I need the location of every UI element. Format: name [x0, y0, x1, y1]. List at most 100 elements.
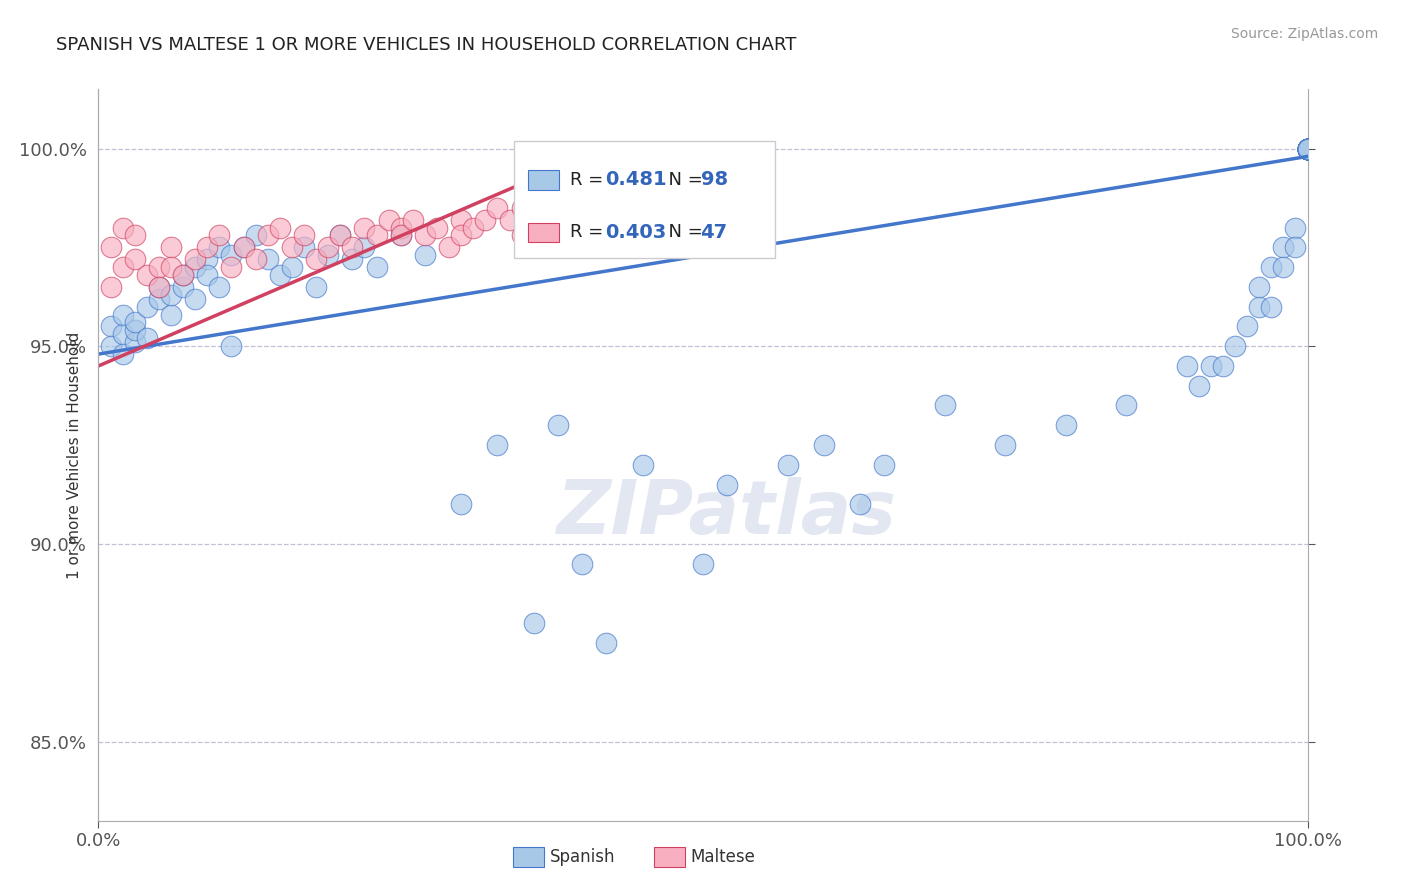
Point: [1296, 141, 1319, 155]
Point: [547, 228, 569, 243]
Point: [413, 248, 436, 262]
Point: [100, 240, 122, 254]
Point: [208, 228, 231, 243]
Point: [232, 240, 254, 254]
Point: [389, 228, 412, 243]
Point: [135, 300, 157, 314]
Point: [316, 248, 339, 262]
Point: [450, 212, 472, 227]
Point: [124, 335, 146, 350]
Point: [1054, 418, 1077, 433]
Point: [111, 347, 134, 361]
Point: [1296, 141, 1319, 155]
Point: [547, 418, 569, 433]
Text: N =: N =: [657, 224, 709, 242]
Point: [631, 458, 654, 472]
Point: [413, 228, 436, 243]
Text: R =: R =: [569, 224, 609, 242]
Point: [1260, 260, 1282, 274]
Text: Maltese: Maltese: [690, 848, 755, 866]
Point: [305, 252, 328, 267]
Point: [1296, 141, 1319, 155]
Point: [474, 212, 496, 227]
Point: [1212, 359, 1234, 373]
Y-axis label: 1 or more Vehicles in Household: 1 or more Vehicles in Household: [66, 331, 82, 579]
Point: [1296, 141, 1319, 155]
Text: Source: ZipAtlas.com: Source: ZipAtlas.com: [1230, 27, 1378, 41]
Point: [1296, 141, 1319, 155]
Point: [1296, 141, 1319, 155]
Point: [1296, 141, 1319, 155]
Point: [111, 308, 134, 322]
Point: [160, 308, 183, 322]
Point: [1296, 141, 1319, 155]
Point: [148, 292, 170, 306]
Point: [1249, 280, 1271, 294]
Point: [195, 252, 218, 267]
Point: [1296, 141, 1319, 155]
Point: [1296, 141, 1319, 155]
Point: [172, 268, 194, 282]
Point: [100, 319, 122, 334]
Point: [377, 212, 399, 227]
Point: [813, 438, 835, 452]
Point: [523, 615, 546, 630]
Point: [124, 316, 146, 330]
Point: [245, 228, 267, 243]
Text: 47: 47: [700, 223, 728, 242]
Point: [256, 228, 278, 243]
Point: [402, 212, 425, 227]
Point: [160, 287, 183, 301]
Point: [571, 557, 593, 571]
Point: [353, 220, 375, 235]
Point: [281, 240, 304, 254]
Point: [1175, 359, 1198, 373]
Point: [366, 260, 388, 274]
Point: [1296, 141, 1319, 155]
Point: [221, 339, 243, 353]
Text: 0.481: 0.481: [605, 170, 666, 189]
Point: [1260, 300, 1282, 314]
Point: [342, 252, 364, 267]
Point: [208, 280, 231, 294]
Point: [1296, 141, 1319, 155]
Text: SPANISH VS MALTESE 1 OR MORE VEHICLES IN HOUSEHOLD CORRELATION CHART: SPANISH VS MALTESE 1 OR MORE VEHICLES IN…: [56, 36, 797, 54]
Point: [547, 240, 569, 254]
Point: [195, 240, 218, 254]
Point: [1296, 141, 1319, 155]
Point: [148, 260, 170, 274]
Point: [111, 260, 134, 274]
Point: [752, 240, 775, 254]
Point: [389, 228, 412, 243]
Point: [450, 228, 472, 243]
Point: [305, 280, 328, 294]
Point: [184, 292, 207, 306]
Point: [195, 268, 218, 282]
Text: 98: 98: [700, 170, 728, 189]
Point: [160, 260, 183, 274]
Point: [281, 260, 304, 274]
Point: [389, 220, 412, 235]
Point: [523, 220, 546, 235]
Point: [450, 497, 472, 511]
Point: [366, 228, 388, 243]
Point: [269, 220, 291, 235]
Point: [232, 240, 254, 254]
Point: [1296, 141, 1319, 155]
Point: [221, 260, 243, 274]
Point: [1272, 240, 1295, 254]
Point: [256, 252, 278, 267]
Point: [426, 220, 449, 235]
Text: 0.403: 0.403: [605, 223, 666, 242]
Point: [245, 252, 267, 267]
Point: [172, 268, 194, 282]
Point: [463, 220, 485, 235]
Point: [316, 240, 339, 254]
Text: N =: N =: [657, 171, 709, 189]
Point: [1296, 141, 1319, 155]
Point: [184, 252, 207, 267]
Point: [329, 228, 352, 243]
Point: [510, 201, 533, 215]
Point: [1296, 141, 1319, 155]
Point: [160, 240, 183, 254]
